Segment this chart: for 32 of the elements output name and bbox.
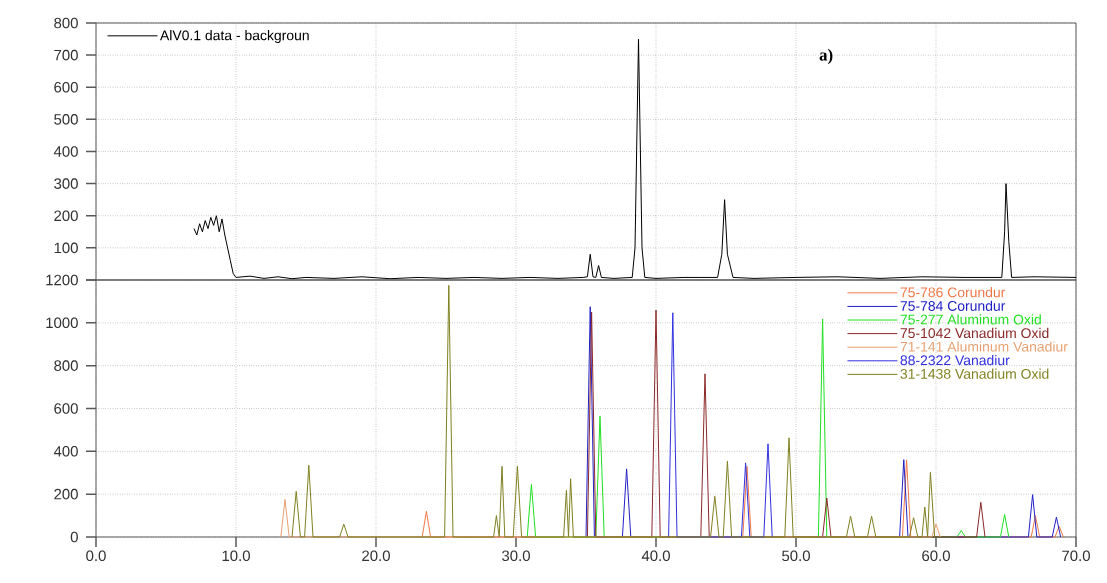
x-tick-label: 50.0 xyxy=(782,550,810,562)
legend-label: 31-1438 Vanadium Oxid xyxy=(900,368,1049,379)
legend-label: AlV0.1 data - backgroun xyxy=(160,30,309,44)
y-tick-label: 800 xyxy=(54,17,78,29)
x-tick-label: 0.0 xyxy=(86,550,106,562)
legend-label: 71-141 Aluminum Vanadiur xyxy=(900,341,1068,352)
y-tick-label: 600 xyxy=(54,403,78,414)
y-tick-label: 1000 xyxy=(46,317,78,329)
y-tick-label: 300 xyxy=(54,178,78,189)
x-tick-label: 20.0 xyxy=(362,550,390,562)
y-tick-label: 0 xyxy=(70,531,78,543)
y-tick-label: 400 xyxy=(53,446,78,457)
y-tick-label: 200 xyxy=(54,210,78,222)
y-tick-label: 500 xyxy=(54,114,78,125)
y-tick-label: 400 xyxy=(53,146,78,157)
legend-label: 75-1042 Vanadium Oxid xyxy=(900,327,1049,339)
x-tick-label: 70.0 xyxy=(1062,550,1090,562)
y-tick-label: 200 xyxy=(54,488,78,500)
y-tick-label: 100 xyxy=(54,242,78,254)
x-tick-label: 10.0 xyxy=(222,550,250,562)
legend-label: 75-277 Aluminum Oxid xyxy=(900,314,1041,325)
y-tick-label: 1200 xyxy=(46,274,78,286)
x-tick-label: 30.0 xyxy=(502,550,530,562)
y-tick-label: 600 xyxy=(54,81,78,93)
legend-label: 75-784 Corundur xyxy=(900,300,1006,311)
y-tick-label: 800 xyxy=(54,360,78,371)
legend-label: 75-786 Corundur xyxy=(900,287,1006,298)
x-tick-label: 60.0 xyxy=(922,550,950,562)
x-tick-label: 40.0 xyxy=(641,550,670,562)
annotation: a) xyxy=(819,48,833,65)
legend-label: 88-2322 Vanadiur xyxy=(900,355,1010,366)
y-tick-label: 700 xyxy=(54,49,78,61)
